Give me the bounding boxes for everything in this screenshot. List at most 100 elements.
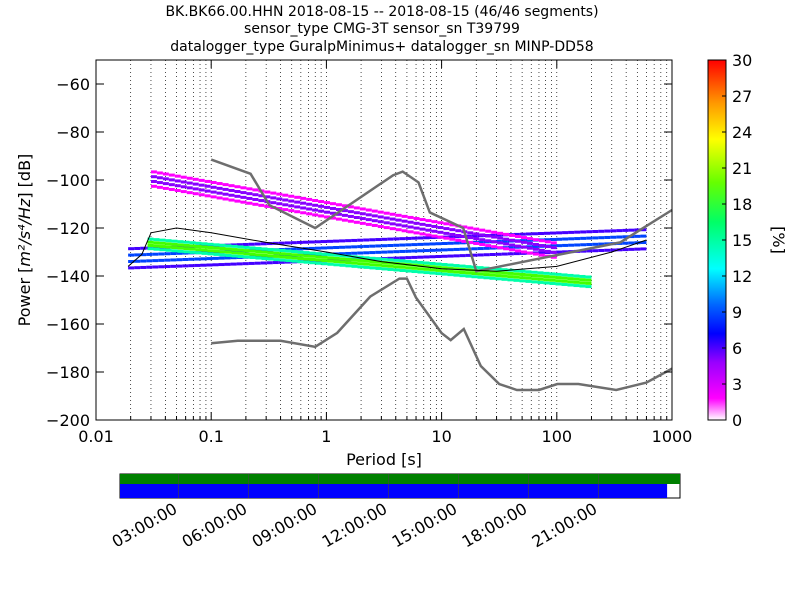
density-cell <box>568 243 575 247</box>
y-tick-label: −140 <box>46 267 90 286</box>
density-cell <box>186 176 193 180</box>
density-cell <box>176 251 183 255</box>
density-cell <box>219 243 226 247</box>
density-cell <box>255 246 262 250</box>
density-cell <box>507 245 514 249</box>
density-cell <box>330 206 336 210</box>
density-cell <box>228 198 235 202</box>
density-cell <box>515 239 521 243</box>
timeline-tick-label: 06:00:00 <box>179 499 251 551</box>
density-cell <box>447 254 454 258</box>
density-cell <box>128 247 135 251</box>
density-cell <box>164 265 171 269</box>
density-cell <box>177 240 184 244</box>
density-cell <box>550 241 557 245</box>
colorbar-tick-label: 6 <box>732 339 742 358</box>
density-cell <box>140 265 147 269</box>
density-cell <box>327 262 334 266</box>
density-cell <box>519 276 526 280</box>
density-cell <box>562 243 569 247</box>
density-cell <box>162 177 169 181</box>
density-cell <box>225 253 232 257</box>
density-cell <box>249 256 256 260</box>
density-cell <box>222 197 229 201</box>
time-coverage-bar: 03:00:0006:00:0009:00:0012:00:0015:00:00… <box>109 473 681 551</box>
density-cell <box>339 257 346 261</box>
density-cell <box>447 269 454 273</box>
density-cell <box>170 258 177 262</box>
density-cell <box>419 227 426 231</box>
density-cell <box>537 274 544 278</box>
density-cell <box>375 263 382 267</box>
density-cell <box>158 252 165 256</box>
density-cell <box>195 248 202 252</box>
density-cell <box>507 271 514 275</box>
density-cell <box>544 249 551 253</box>
density-cell <box>449 237 456 241</box>
density-cell <box>423 264 430 268</box>
density-cell <box>375 260 382 264</box>
density-cell <box>483 276 490 280</box>
density-cell <box>507 278 514 282</box>
density-cell <box>192 187 199 191</box>
density-cell <box>327 246 334 250</box>
colorbar-tick-label: 12 <box>732 267 752 286</box>
colorbar-tick-label: 0 <box>732 411 742 430</box>
density-cell <box>207 245 214 249</box>
density-cell <box>314 240 321 244</box>
density-cell <box>258 203 265 207</box>
density-cell <box>377 220 384 224</box>
density-cell <box>210 195 217 199</box>
density-cell <box>389 212 396 216</box>
y-tick-label: −180 <box>46 363 90 382</box>
density-cell <box>389 227 396 231</box>
density-cell <box>248 261 255 265</box>
density-cell <box>441 241 448 245</box>
density-cell <box>237 248 244 252</box>
density-cell <box>207 249 214 253</box>
density-cell <box>248 242 255 246</box>
density-cell <box>357 238 364 242</box>
density-cell <box>234 199 241 203</box>
density-cell <box>455 238 462 242</box>
density-cell <box>381 264 388 268</box>
density-cell <box>585 281 592 285</box>
density-cell <box>213 246 220 250</box>
density-cell <box>423 261 430 265</box>
density-cell <box>405 256 412 260</box>
density-cell <box>200 263 207 267</box>
density-cell <box>393 243 400 247</box>
density-cell <box>598 248 605 252</box>
density-cell <box>164 258 171 262</box>
density-cell <box>561 273 568 277</box>
density-cell <box>234 185 241 189</box>
density-cell <box>153 247 160 251</box>
density-cell <box>156 171 163 175</box>
density-cell <box>435 248 442 252</box>
density-cell <box>405 269 412 273</box>
density-cell <box>526 241 533 245</box>
density-cell <box>485 229 492 233</box>
density-cell <box>189 247 196 251</box>
x-axis-ticks: 0.01 0.1 1 10 100 1000 <box>78 60 692 446</box>
density-cell <box>192 182 199 186</box>
density-cell <box>315 252 322 256</box>
density-cell <box>162 182 169 186</box>
density-cell <box>249 252 256 256</box>
density-cell <box>261 247 268 251</box>
title-line-3: datalogger_type GuralpMinimus+ datalogge… <box>170 39 593 55</box>
density-cell <box>580 249 587 253</box>
density-cell <box>586 249 593 253</box>
density-cell <box>459 254 466 258</box>
density-cell <box>467 231 474 235</box>
density-cell <box>315 255 322 259</box>
density-cell <box>435 242 442 246</box>
colorbar-tick-label: 15 <box>732 231 752 250</box>
density-cell <box>282 198 289 202</box>
density-cell <box>312 198 319 202</box>
density-cell <box>306 197 313 201</box>
density-cell <box>455 234 462 237</box>
density-cell <box>549 281 556 285</box>
density-cell <box>177 243 184 247</box>
